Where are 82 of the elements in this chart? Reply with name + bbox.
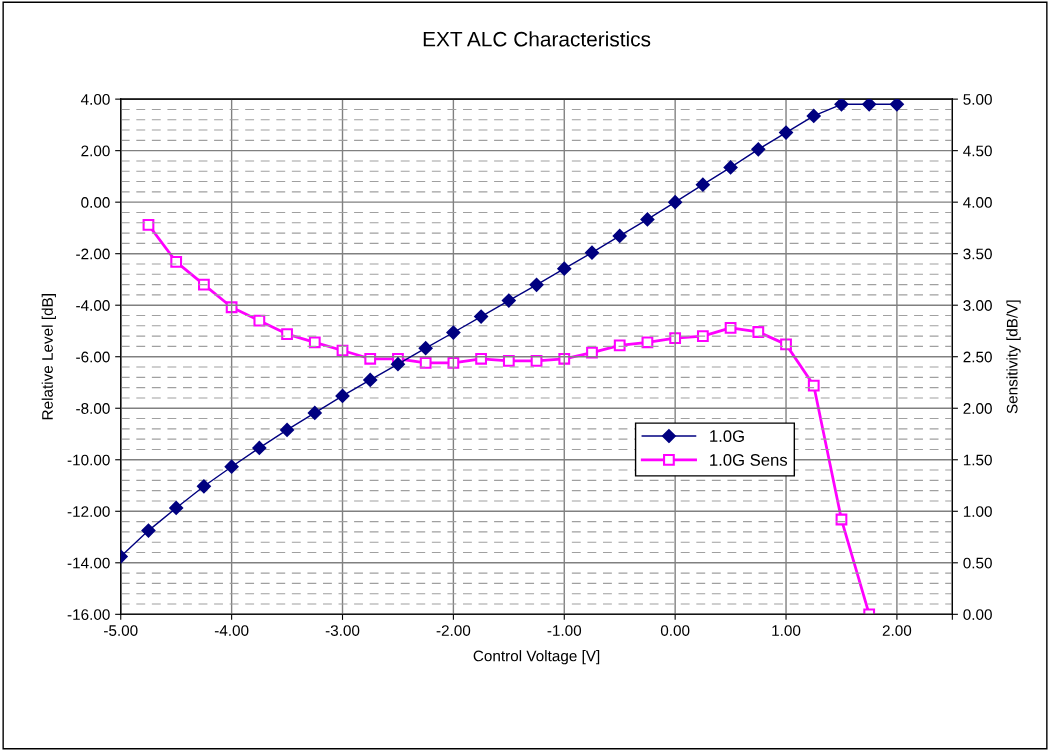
- y2-tick-label: 0.00: [963, 609, 992, 620]
- y-tick-label: -10.00: [67, 454, 110, 466]
- point: [834, 99, 849, 112]
- point: [640, 212, 655, 227]
- point: [307, 405, 322, 420]
- point: [391, 357, 405, 372]
- y-tick-label: -2.00: [76, 248, 110, 260]
- y-tick-label: -4.00: [76, 300, 110, 311]
- legend-label: 1.0G: [710, 430, 744, 442]
- point: [529, 277, 544, 292]
- point: [557, 261, 572, 276]
- point: [419, 357, 432, 369]
- x-tick-label: 0.00: [660, 625, 690, 636]
- point: [142, 218, 155, 231]
- point: [696, 330, 709, 343]
- point: [723, 160, 738, 175]
- y-axis-title: Relative Level [dB]: [41, 294, 56, 420]
- point: [418, 341, 433, 356]
- y2-tick-label: 1.00: [963, 506, 992, 517]
- legend-label: 1.0G Sens: [710, 454, 788, 466]
- point: [502, 354, 515, 367]
- point: [586, 346, 598, 359]
- point: [335, 388, 350, 403]
- point: [446, 325, 461, 340]
- point: [253, 314, 266, 327]
- point: [225, 301, 238, 314]
- y2-tick-label: 4.00: [963, 197, 992, 208]
- point: [668, 195, 683, 210]
- point: [170, 256, 183, 268]
- point: [501, 293, 516, 308]
- y-tick-label: -6.00: [76, 351, 110, 363]
- point: [196, 479, 211, 494]
- point: [198, 278, 210, 291]
- point: [364, 352, 377, 365]
- x-axis-title: Control Voltage [V]: [473, 650, 600, 665]
- point: [695, 177, 710, 192]
- point: [363, 372, 378, 387]
- y-tick-label: -8.00: [76, 403, 110, 414]
- x-tick-label: 1.00: [772, 625, 801, 636]
- point: [806, 108, 821, 123]
- y2-tick-label: 2.50: [963, 351, 992, 363]
- x-tick-label: -3.00: [325, 625, 360, 636]
- y-tick-label: 4.00: [80, 94, 110, 105]
- point: [558, 352, 571, 365]
- y-tick-label: 2.00: [81, 145, 110, 157]
- x-tick-label: -1.00: [547, 625, 582, 636]
- y2-axis-title: Sensitivity [dB/V]: [1006, 300, 1021, 414]
- x-tick-label: -4.00: [214, 625, 249, 636]
- chart-title: EXT ALC Characteristics: [423, 31, 651, 47]
- point: [141, 523, 156, 538]
- y-tick-label: -12.00: [67, 506, 110, 517]
- y-tick-label: 0.00: [81, 197, 110, 208]
- y2-tick-label: 2.00: [963, 403, 992, 414]
- point: [169, 501, 184, 515]
- point: [612, 228, 627, 243]
- point: [807, 379, 820, 392]
- point: [281, 328, 293, 340]
- y-tick-label: -16.00: [67, 609, 110, 620]
- point: [475, 352, 488, 365]
- y2-tick-label: 5.00: [963, 94, 992, 105]
- point: [224, 459, 239, 474]
- x-tick-label: 2.00: [882, 625, 912, 636]
- y-tick-label: -14.00: [67, 557, 110, 569]
- point: [613, 339, 626, 352]
- y2-tick-label: 1.50: [963, 454, 992, 466]
- y2-tick-label: 3.50: [963, 248, 992, 260]
- point: [779, 125, 793, 140]
- y2-tick-label: 3.00: [963, 300, 992, 311]
- y2-tick-label: 0.50: [963, 557, 992, 569]
- point: [889, 99, 904, 112]
- x-tick-label: -5.00: [104, 625, 138, 636]
- point: [308, 336, 321, 349]
- y2-tick-label: 4.50: [963, 145, 992, 157]
- point: [474, 309, 489, 324]
- point: [862, 99, 877, 112]
- point: [752, 326, 765, 338]
- point: [724, 321, 737, 334]
- point: [585, 245, 599, 260]
- point: [252, 440, 267, 455]
- point: [280, 422, 294, 437]
- x-tick-label: -2.00: [436, 625, 471, 636]
- point: [751, 142, 766, 157]
